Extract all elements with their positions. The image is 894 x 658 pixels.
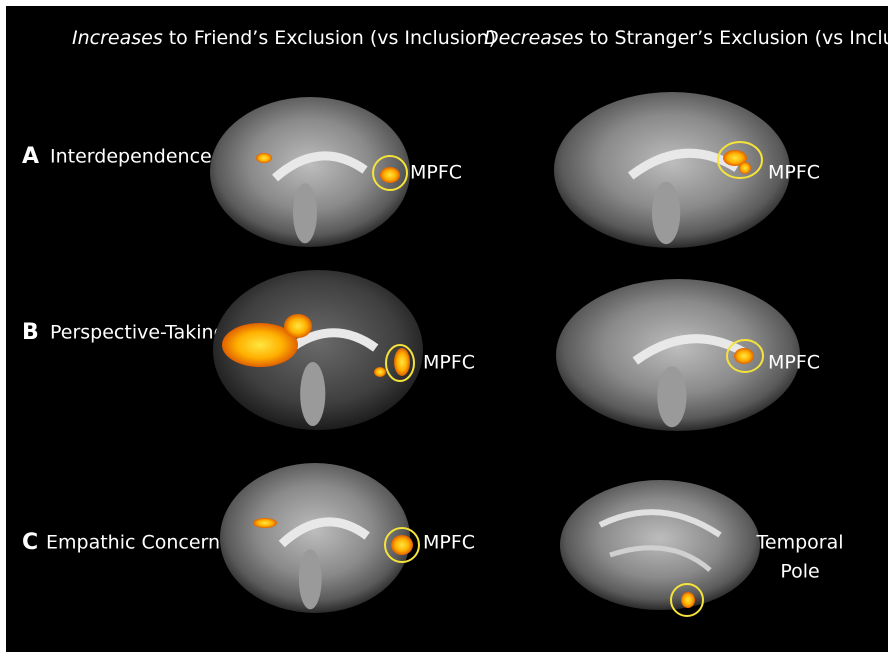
activation	[391, 535, 413, 555]
row-letter: A	[22, 144, 39, 169]
row-label: Empathic Concern	[46, 532, 220, 554]
row-letter: C	[22, 530, 38, 555]
brain-image	[560, 480, 760, 610]
activation	[374, 367, 386, 377]
activation	[256, 153, 272, 163]
activation	[739, 162, 751, 174]
header-rest: to Stranger’s Exclusion (vs Inclusion)	[589, 27, 894, 49]
region-label: MPFC	[768, 352, 820, 374]
region-label: MPFC	[423, 352, 475, 374]
activation	[284, 314, 312, 338]
row-letter: B	[22, 320, 39, 345]
row-label: Perspective-Taking	[50, 322, 226, 344]
brainstem	[300, 362, 325, 426]
header-rest: to Friend’s Exclusion (vs Inclusion)	[169, 27, 496, 49]
region-label: MPFC	[768, 162, 820, 184]
figure: Increases to Friend’s Exclusion (vs Inclu…	[0, 0, 894, 658]
region-label: Pole	[780, 561, 819, 583]
region-label: MPFC	[410, 162, 462, 184]
activation	[253, 518, 277, 528]
column-header: Increases to Friend’s Exclusion (vs Inclu…	[72, 27, 496, 49]
header-emphasis: Decreases	[484, 27, 583, 49]
activation	[380, 167, 400, 183]
activation	[681, 592, 695, 608]
row-label: Interdependence	[50, 146, 212, 168]
column-header: Decreases to Stranger’s Exclusion (vs Inc…	[484, 27, 894, 49]
activation	[394, 348, 410, 376]
brainstem	[299, 549, 322, 609]
brainstem	[657, 366, 686, 427]
brainstem	[652, 182, 680, 244]
brainstem	[293, 183, 317, 243]
region-label: MPFC	[423, 532, 475, 554]
activation	[734, 348, 754, 364]
header-emphasis: Increases	[72, 27, 163, 49]
region-label: Temporal	[756, 532, 844, 554]
